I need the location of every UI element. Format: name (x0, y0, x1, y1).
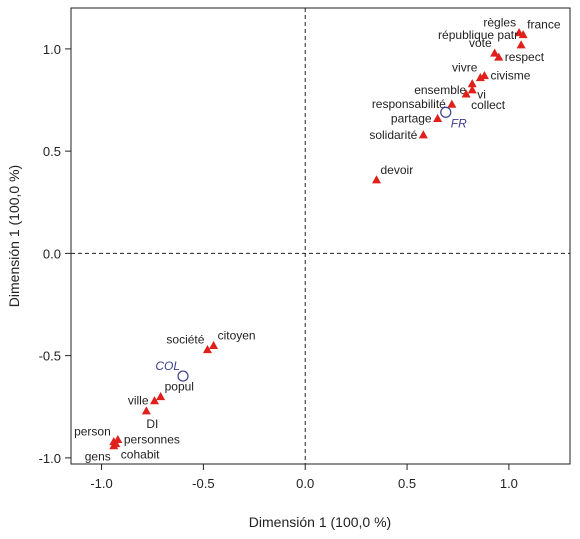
y-tick-label: -0.5 (39, 349, 61, 364)
supplementary-point-marker (177, 370, 189, 382)
active-point-label: ensemble (414, 83, 466, 97)
active-point-marker (494, 52, 504, 61)
active-point-label: gens (85, 450, 111, 464)
y-tick-label: 0.5 (43, 144, 61, 159)
active-point-label: solidarité (369, 128, 417, 142)
active-point-marker (467, 85, 477, 94)
active-point-label: partage (391, 111, 432, 125)
active-point-label: devoir (381, 163, 414, 177)
active-point-label: cohabit (121, 448, 160, 462)
active-point-label: ville (128, 394, 149, 408)
active-point-marker (111, 439, 121, 448)
active-point-label: civisme (490, 68, 530, 82)
active-point-marker (479, 70, 489, 80)
active-point-label: popul (165, 380, 194, 394)
x-tick-label: -0.5 (192, 476, 214, 491)
active-point-label: respect (505, 50, 545, 64)
y-tick-label: 1.0 (43, 42, 61, 57)
axis-ticks: -1.0 -0.5 0.0 0.5 1.0 -1.0 -0.5 0.0 0.5 1.0 (39, 42, 518, 491)
active-point-marker (516, 40, 526, 49)
plot-frame (70, 7, 571, 465)
active-point-marker (418, 130, 428, 139)
y-axis-title: Dimensión 1 (100,0 %) (6, 165, 22, 307)
supplementary-point-label: FR (451, 116, 467, 130)
active-point-label: vote (469, 36, 492, 50)
active-point-marker (202, 344, 212, 354)
active-point-label: république patr (438, 28, 518, 42)
active-point-label: personnes (124, 432, 180, 446)
reference-lines (71, 8, 570, 464)
y-tick-label: 0.0 (43, 246, 61, 261)
x-axis-title: Dimensión 1 (100,0 %) (249, 514, 391, 530)
supplementary-point-marker (440, 106, 452, 118)
active-point-label: responsabilité (372, 97, 446, 111)
active-point-marker (447, 99, 457, 108)
active-point-label: vivre (452, 61, 478, 75)
active-point-marker (141, 406, 151, 415)
active-point-label: société (166, 332, 204, 346)
active-point-label: france (527, 18, 561, 32)
supplementary-point-label: COL (155, 359, 180, 373)
x-tick-label: 1.0 (500, 476, 518, 491)
active-point-label: citoyen (218, 328, 256, 342)
active-point-label: person (74, 425, 111, 439)
x-tick-label: 0.5 (398, 476, 416, 491)
y-tick-label: -1.0 (39, 451, 61, 466)
active-point-marker (490, 48, 500, 57)
active-point-marker (372, 175, 382, 184)
active-point-marker (475, 73, 485, 82)
x-tick-label: -1.0 (90, 476, 112, 491)
active-point-marker (518, 30, 528, 39)
x-tick-label: 0.0 (296, 476, 314, 491)
active-point-marker (461, 89, 471, 98)
active-point-label: collect (471, 98, 506, 112)
active-point-marker (209, 340, 219, 349)
active-point-marker (467, 79, 477, 88)
active-point-label: DI (146, 417, 158, 431)
active-point-marker (433, 113, 443, 123)
active-point-label: règles (483, 16, 516, 30)
active-point-marker (156, 392, 166, 401)
active-point-label: vi (477, 88, 486, 102)
active-point-marker (150, 396, 160, 405)
